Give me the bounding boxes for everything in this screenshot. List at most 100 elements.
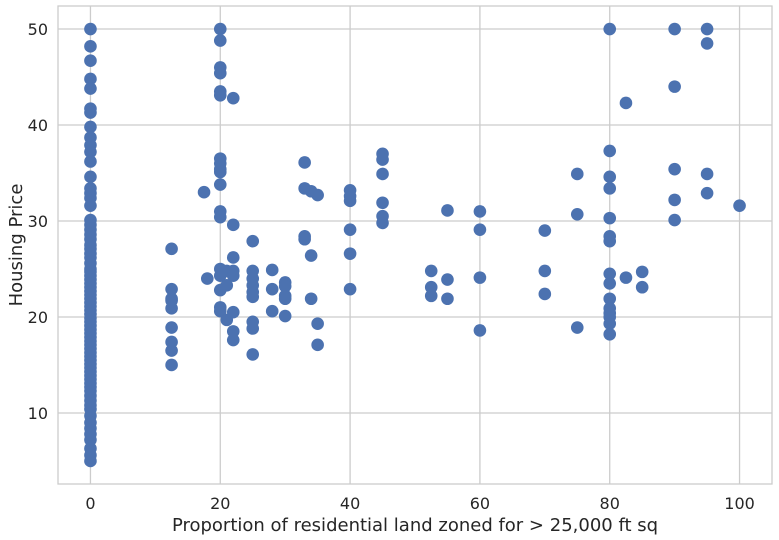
data-point	[441, 292, 454, 306]
data-point	[668, 80, 681, 93]
y-axis-label: Housing Price	[6, 184, 27, 307]
data-point	[473, 223, 487, 236]
data-point	[197, 185, 211, 199]
data-point	[603, 211, 617, 225]
data-point	[84, 82, 97, 95]
data-point	[343, 247, 357, 260]
data-point	[635, 265, 649, 279]
data-point	[213, 34, 227, 47]
data-point	[603, 170, 617, 184]
data-point	[84, 54, 97, 68]
data-point	[441, 273, 454, 286]
data-point	[265, 282, 279, 296]
data-point	[265, 263, 279, 277]
data-point	[246, 290, 260, 304]
data-point	[84, 40, 97, 53]
data-point	[226, 305, 240, 319]
data-point	[376, 167, 389, 181]
data-point	[311, 338, 324, 352]
data-point	[619, 96, 633, 110]
data-point	[226, 325, 240, 338]
data-point	[424, 280, 438, 294]
data-point	[424, 289, 438, 303]
data-point	[304, 292, 318, 306]
data-point	[473, 205, 487, 218]
plot-frame	[57, 5, 773, 485]
x-tick-label: 60	[470, 494, 490, 513]
data-point	[278, 309, 292, 323]
data-points	[84, 22, 746, 468]
y-tick-label: 30	[28, 212, 48, 231]
data-point	[603, 144, 617, 158]
data-point	[376, 196, 389, 210]
x-tick-label: 40	[340, 494, 360, 513]
y-tick-label: 40	[28, 116, 48, 135]
x-tick-label: 0	[85, 494, 95, 513]
data-point	[570, 321, 584, 334]
data-point	[311, 317, 324, 331]
data-point	[165, 321, 178, 334]
x-tick-labels: 0 20 40 60 80 100	[85, 494, 754, 513]
data-point	[220, 279, 234, 292]
x-axis-label: Proportion of residential land zoned for…	[172, 515, 658, 536]
data-point	[165, 335, 178, 349]
data-point	[441, 204, 454, 217]
data-point	[619, 271, 633, 284]
data-point	[603, 317, 617, 331]
data-point	[733, 199, 746, 212]
data-point	[311, 188, 324, 202]
data-point	[538, 287, 552, 301]
data-point	[668, 193, 681, 207]
data-point	[700, 186, 714, 200]
data-point	[265, 304, 279, 318]
data-point	[473, 271, 487, 284]
data-point	[213, 22, 227, 36]
data-point	[246, 322, 260, 335]
x-tick-label: 100	[724, 494, 755, 513]
data-point	[226, 333, 240, 347]
data-point	[84, 22, 97, 36]
data-point	[213, 210, 227, 224]
y-tick-label: 20	[28, 308, 48, 327]
data-point	[84, 199, 97, 212]
x-tick-label: 80	[600, 494, 620, 513]
data-point	[603, 22, 617, 36]
data-point	[343, 223, 357, 236]
data-point	[298, 232, 311, 246]
data-point	[165, 358, 178, 372]
data-point	[603, 267, 617, 281]
data-point	[84, 433, 97, 447]
data-point	[200, 272, 214, 285]
data-point	[700, 167, 714, 181]
data-point	[635, 280, 649, 294]
data-point	[700, 37, 714, 50]
data-point	[165, 242, 178, 256]
data-point	[538, 224, 552, 237]
data-point	[668, 22, 681, 36]
data-point	[84, 170, 97, 184]
data-point	[473, 324, 487, 337]
data-point	[668, 213, 681, 227]
data-point	[226, 218, 240, 232]
data-point	[603, 234, 617, 248]
data-point	[570, 207, 584, 221]
data-point	[84, 106, 97, 119]
data-point	[603, 292, 617, 306]
y-tick-label: 50	[28, 20, 48, 39]
data-point	[246, 348, 260, 361]
data-point	[213, 165, 227, 179]
data-point	[213, 66, 227, 80]
data-point	[213, 88, 227, 102]
data-point	[278, 279, 292, 293]
data-point	[226, 91, 240, 105]
y-tick-label: 10	[28, 404, 48, 423]
data-point	[603, 182, 617, 195]
data-point	[304, 249, 318, 262]
data-point	[165, 302, 178, 315]
data-point	[700, 22, 714, 36]
data-point	[603, 327, 617, 341]
y-tick-labels: 10 20 30 40 50	[28, 20, 48, 423]
data-point	[84, 72, 97, 86]
data-point	[538, 264, 552, 278]
